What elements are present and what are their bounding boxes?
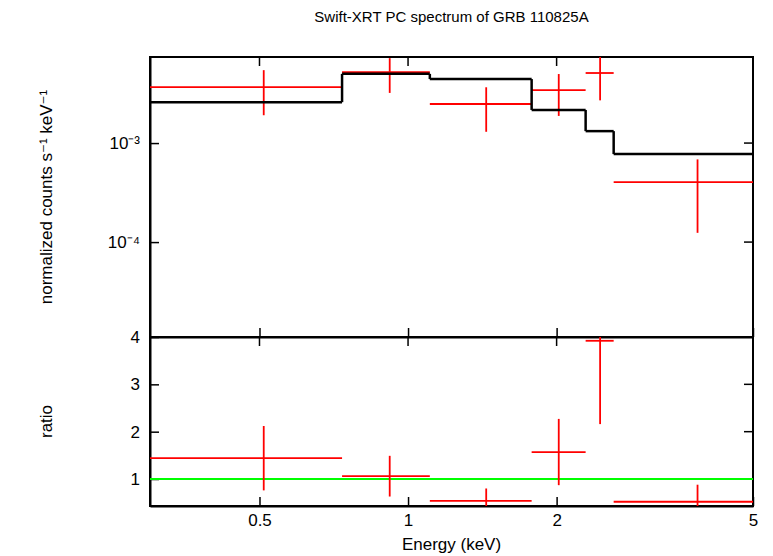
y-tick-mark	[150, 143, 159, 145]
data-point-xbar	[614, 181, 753, 183]
x-tick-mirror	[407, 57, 409, 66]
x-tick	[259, 328, 260, 337]
x-tick-mark	[753, 328, 755, 337]
model-step	[150, 101, 342, 104]
y-tick: 10⁻⁴	[108, 233, 159, 252]
model-step-riser	[584, 110, 587, 131]
data-point-error	[485, 87, 487, 132]
plot-area	[150, 337, 753, 506]
y-tick-mark	[150, 242, 159, 244]
y-tick-label: 1	[131, 470, 140, 489]
y-tick-mirror	[744, 142, 753, 144]
x-tick-mirror	[752, 57, 754, 66]
y-tick-label: 2	[131, 423, 140, 442]
x-axis: 0.5 1 2 5	[151, 497, 759, 530]
data-point-xbar	[614, 501, 753, 503]
plot-frame	[150, 337, 753, 506]
data-point-xbar	[150, 457, 342, 459]
x-tick-mark	[408, 328, 410, 337]
x-tick-label: 1	[404, 511, 413, 530]
y-tick-mirror	[744, 431, 753, 433]
plot-area	[150, 57, 753, 233]
y-tick-label: 10⁻⁴	[108, 233, 140, 252]
x-tick-mark	[556, 328, 558, 337]
data-point-error	[558, 419, 560, 485]
y-tick: 4	[131, 328, 159, 347]
model-step-riser	[429, 74, 432, 79]
data-point-xbar	[430, 500, 532, 502]
x-tick-mirror	[752, 337, 754, 346]
y-axis-line	[150, 58, 152, 338]
x-tick-label: 5	[749, 511, 758, 530]
x-tick: 0.5	[248, 497, 272, 530]
reference-line	[150, 478, 753, 480]
data-point-error	[389, 58, 391, 93]
model-step	[532, 109, 586, 112]
x-tick-mark	[408, 497, 410, 506]
x-tick-mark	[259, 328, 261, 337]
data-point-error	[263, 70, 265, 115]
x-tick	[557, 328, 558, 337]
data-point-error	[599, 57, 601, 100]
plot-frame	[150, 57, 753, 337]
y-tick-label: 4	[131, 328, 140, 347]
y-tick-mirror	[744, 384, 753, 386]
data-point-error	[485, 488, 487, 506]
y-axis: 10⁻⁴ 10⁻³	[108, 58, 159, 338]
y-tick: 10⁻³	[109, 134, 159, 153]
data-point-error	[263, 426, 265, 490]
y-tick-mirror	[744, 241, 753, 243]
x-tick-mirror	[556, 57, 558, 66]
model-step-riser	[530, 79, 533, 110]
y-tick-mark	[150, 337, 159, 339]
x-tick-mirror	[259, 337, 261, 346]
data-point-xbar	[342, 71, 430, 73]
data-point-error	[389, 456, 391, 497]
y-tick-mirror	[744, 336, 753, 338]
model-step	[614, 153, 753, 156]
chart-title: Swift-XRT PC spectrum of GRB 110825A	[314, 8, 588, 25]
data-point-error	[599, 337, 601, 424]
data-point-xbar	[430, 103, 532, 105]
y-tick-label: 10⁻³	[109, 134, 140, 153]
data-point-error	[697, 159, 699, 232]
x-tick: 1	[404, 497, 413, 530]
x-tick-mirror	[259, 57, 261, 66]
x-axis-line	[151, 506, 754, 508]
y-tick: 2	[131, 423, 159, 442]
model-step-riser	[341, 74, 344, 102]
x-tick	[753, 328, 754, 337]
x-tick-mark	[259, 497, 261, 506]
model-step	[430, 78, 532, 81]
chart: 10⁻⁴ 10⁻³ Swift-XRT PC spectrum of GRB 110…	[0, 0, 773, 556]
y-tick-label: 3	[131, 375, 140, 394]
y-axis-title: ratio	[37, 405, 56, 438]
y-tick: 3	[131, 375, 159, 394]
x-tick-mark	[556, 497, 558, 506]
x-tick-label: 0.5	[248, 511, 272, 530]
model-step	[586, 130, 614, 133]
x-tick: 2	[552, 497, 561, 530]
x-axis-title: Energy (keV)	[402, 535, 501, 554]
model-step-riser	[612, 131, 615, 154]
x-tick	[408, 328, 409, 337]
data-point-error	[697, 485, 699, 506]
model-step	[342, 73, 430, 76]
y-tick-mark	[150, 384, 159, 386]
panel: 10⁻⁴ 10⁻³	[108, 56, 754, 337]
data-point-xbar	[342, 475, 430, 477]
panel: 0.5 1 2 5 1 2 3 4	[131, 257, 759, 530]
data-point-xbar	[150, 86, 342, 88]
y-tick-mark	[150, 431, 159, 433]
y-axis-title: normalized counts s⁻¹ keV⁻¹	[37, 89, 56, 304]
x-tick-label: 2	[552, 511, 561, 530]
x-tick-mirror	[407, 337, 409, 346]
y-axis-line	[150, 338, 152, 507]
x-tick-mirror	[556, 337, 558, 346]
